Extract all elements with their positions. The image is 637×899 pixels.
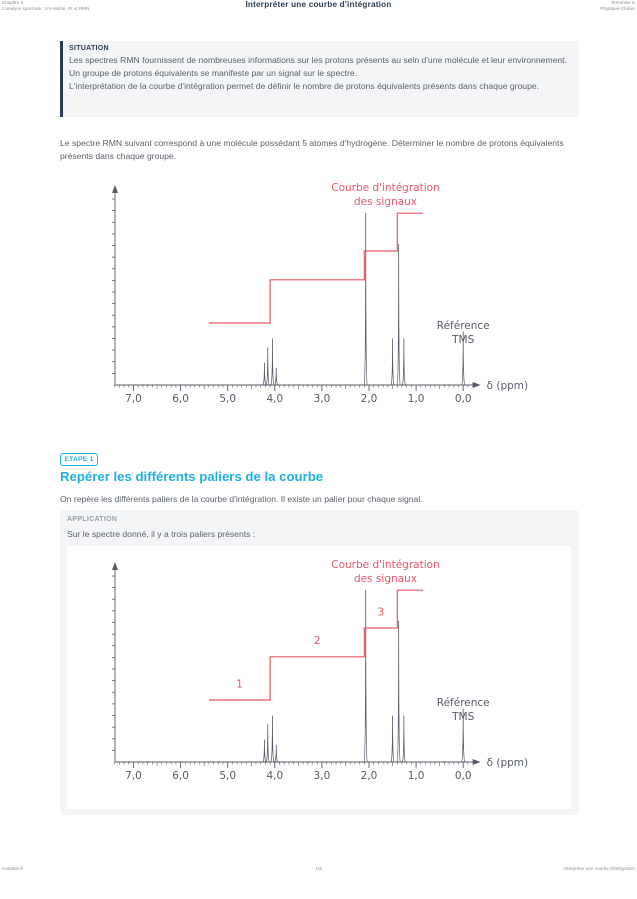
situation-box: SITUATION Les spectres RMN fournissent d… (60, 41, 579, 117)
x-axis-arrow (472, 759, 481, 765)
integration-curve-label: Courbe d'intégration (331, 559, 439, 571)
spectrum-peak (274, 744, 279, 763)
footer-page: 1/3 (315, 866, 322, 871)
x-tick-label: 1,0 (408, 393, 425, 405)
footer-doc: Interpréter une courbe d'intégration (563, 866, 635, 871)
spectrum-peak (265, 724, 270, 763)
x-tick-label: 7,0 (125, 770, 142, 782)
header-level: Terminale S Physique-Chimie (600, 0, 635, 11)
x-tick-label: 4,0 (266, 770, 283, 782)
spectrum-peak (461, 708, 466, 763)
x-tick-label: 2,0 (361, 770, 378, 782)
x-tick-label: 5,0 (219, 393, 236, 405)
x-tick-label: 3,0 (314, 770, 331, 782)
subject-label: Physique-Chimie (600, 5, 635, 11)
etape-text: On repère les différents paliers de la c… (60, 494, 423, 504)
tms-reference-label: TMS (451, 711, 474, 723)
spectrum-peak (274, 367, 279, 386)
x-tick-label: 0,0 (455, 770, 472, 782)
spectrum-peak (396, 243, 401, 386)
tms-reference-label: TMS (451, 334, 474, 346)
spectrum-peak (363, 589, 368, 763)
etape-badge: ETAPE 1 (60, 453, 98, 466)
x-tick-label: 6,0 (172, 770, 189, 782)
spectrum-peak (265, 347, 270, 386)
integration-curve-label: des signaux (354, 196, 417, 208)
spectrum-peak (270, 338, 275, 386)
level-label: Terminale S (610, 0, 635, 5)
application-text: Sur le spectre donné, il y a trois palie… (67, 529, 256, 539)
step-label: 1 (236, 677, 243, 690)
situation-label: SITUATION (69, 45, 109, 52)
spectrum-peak (363, 212, 368, 386)
question-text: Le spectre RMN suivant correspond à une … (60, 138, 564, 161)
spectrum-peak (401, 715, 406, 763)
application-box: APPLICATION Sur le spectre donné, il y a… (60, 510, 579, 815)
chapter-number: Chapitre 6 (2, 0, 24, 5)
nmr-spectrum-svg: 7,0 6,0 5,0 4,0 3,0 2,0 1,0 0,0 δ (ppm) Courbe d'… (112, 182, 529, 405)
spectrum-peak (262, 362, 267, 386)
spectrum-peak (461, 331, 466, 386)
spectrum-peak (401, 338, 406, 386)
x-tick-label: 1,0 (408, 770, 425, 782)
x-axis-label: δ (ppm) (487, 380, 529, 392)
situation-text-1: Les spectres RMN fournissent de nombreus… (69, 55, 567, 78)
spectrum-peak (390, 715, 395, 763)
spectrum-peak (262, 739, 267, 763)
x-tick-label: 5,0 (219, 770, 236, 782)
x-tick-label: 7,0 (125, 393, 142, 405)
y-axis-arrow (112, 562, 118, 570)
integration-curve-label: des signaux (354, 573, 417, 585)
nmr-spectrum-svg-labeled: 7,0 6,0 5,0 4,0 3,0 2,0 1,0 0,0 δ (ppm) Courbe d'… (112, 559, 529, 782)
application-label: APPLICATION (67, 516, 118, 523)
etape-title: Repérer les différents paliers de la cou… (60, 469, 324, 484)
spectrum-peak (270, 715, 275, 763)
footer-site: Kartable.fr (2, 866, 24, 871)
integration-curve-label: Courbe d'intégration (331, 182, 439, 194)
header-chapter: Chapitre 6 L'analyse spectrale : UV-visi… (2, 0, 89, 11)
application-chart-panel: 7,0 6,0 5,0 4,0 3,0 2,0 1,0 0,0 δ (ppm) Courbe d'… (67, 546, 571, 809)
step-label: 2 (314, 634, 321, 647)
page-title: Interpréter une courbe d'intégration (245, 0, 392, 9)
integration-curve (208, 212, 424, 324)
spectrum-peak (390, 338, 395, 386)
x-tick-label: 6,0 (172, 393, 189, 405)
tms-reference-label: Référence (437, 320, 490, 332)
y-axis-arrow (112, 185, 118, 193)
nmr-spectrum-chart-labeled: 7,0 6,0 5,0 4,0 3,0 2,0 1,0 0,0 δ (ppm) Courbe d'… (95, 554, 545, 794)
spectrum-peak (396, 620, 401, 763)
nmr-spectrum-chart: 7,0 6,0 5,0 4,0 3,0 2,0 1,0 0,0 δ (ppm) Courbe d'… (95, 177, 545, 417)
integration-curve (208, 589, 424, 701)
x-axis-arrow (472, 382, 481, 388)
tms-reference-label: Référence (437, 697, 490, 709)
step-label: 3 (377, 605, 384, 618)
x-tick-label: 2,0 (361, 393, 378, 405)
situation-text-2: L'interprétation de la courbe d'intégrat… (69, 80, 540, 91)
x-tick-label: 4,0 (266, 393, 283, 405)
chapter-subtitle: L'analyse spectrale : UV-visible, IR et … (2, 5, 90, 11)
x-axis-label: δ (ppm) (487, 757, 529, 769)
x-tick-label: 3,0 (314, 393, 331, 405)
x-tick-label: 0,0 (455, 393, 472, 405)
